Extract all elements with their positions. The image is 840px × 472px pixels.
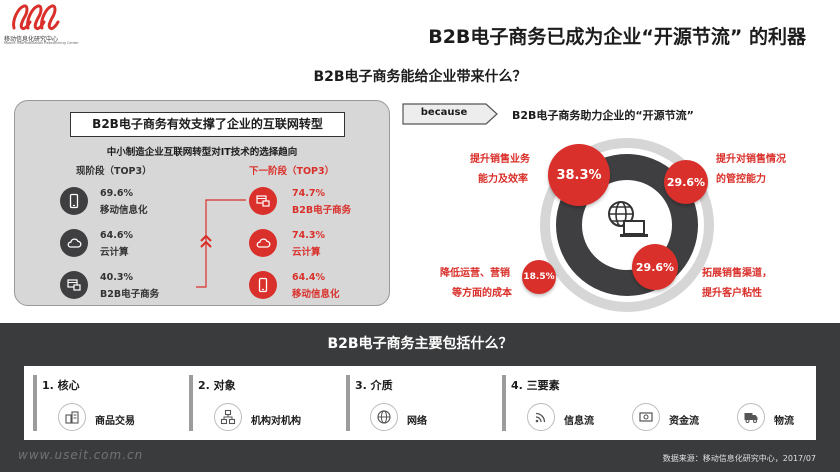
- source-note: 数据来源：移动信息化研究中心，2017/07: [662, 454, 816, 463]
- category-divider: [346, 375, 350, 431]
- item-label-info-flow: 信息流: [564, 416, 594, 427]
- stage-connector: [196, 199, 246, 288]
- next-item-2-pct: 74.3%: [292, 230, 325, 241]
- item-label-logistics: 物流: [774, 416, 794, 427]
- section-question-benefits: B2B电子商务能给企业带来什么？: [313, 69, 527, 85]
- phone-icon: [249, 271, 277, 299]
- category-divider: [33, 375, 37, 431]
- category-title-object: 2. 对象: [198, 379, 236, 392]
- page-title: B2B电子商务已成为企业“开源节流” 的利器: [428, 26, 806, 48]
- current-stage-label: 现阶段（TOP3）: [76, 166, 152, 177]
- item-label-org: 机构对机构: [251, 416, 301, 427]
- bubble-29-6-top: 29.6%: [664, 160, 708, 204]
- next-item-3-name: 移动信息化: [292, 289, 340, 300]
- benefit-label-3-line-2: 等方面的成本: [452, 288, 512, 299]
- next-item-3-pct: 64.4%: [292, 272, 325, 283]
- category-title-elements: 4. 三要素: [511, 379, 560, 392]
- watermark: www.useit.com.cn: [18, 448, 144, 462]
- panel-title: B2B电子商务有效支撑了企业的互联网转型: [70, 112, 345, 137]
- scope-card: [24, 366, 816, 440]
- item-label-money-flow: 资金流: [669, 416, 699, 427]
- bubble-18-5: 18.5%: [522, 260, 556, 294]
- current-item-3-pct: 40.3%: [100, 272, 133, 283]
- category-divider: [189, 375, 193, 431]
- benefit-label-1-line-1: 提升销售业务: [470, 154, 530, 165]
- current-item-2-name: 云计算: [100, 247, 129, 258]
- cloud-icon: [60, 229, 88, 257]
- category-title-medium: 3. 介质: [355, 379, 393, 392]
- benefit-label-1-line-2: 能力及效率: [478, 174, 528, 185]
- item-label-goods: 商品交易: [95, 416, 135, 427]
- bubble-38-3: 38.3%: [548, 144, 610, 206]
- panel-subtitle: 中小制造企业互联网转型对IT技术的选择趋向: [106, 147, 298, 158]
- next-item-1-pct: 74.7%: [292, 188, 325, 199]
- b2b-icon: [60, 271, 88, 299]
- org-chart-icon: [214, 403, 242, 431]
- globe-icon: [370, 403, 398, 431]
- next-item-1-name: B2B电子商务: [292, 205, 352, 216]
- benefit-label-3-line-1: 降低运营、营销: [440, 268, 510, 279]
- because-arrow: [402, 103, 498, 125]
- current-item-1-name: 移动信息化: [100, 205, 148, 216]
- b2b-icon: [249, 187, 277, 215]
- because-label: because: [420, 107, 468, 118]
- next-item-2-name: 云计算: [292, 247, 321, 258]
- current-item-3-name: B2B电子商务: [100, 289, 160, 300]
- logo-mark: [12, 4, 60, 30]
- category-title-core: 1. 核心: [42, 379, 80, 392]
- right-panel-heading: B2B电子商务助力企业的“开源节流”: [512, 109, 694, 122]
- next-stage-label: 下一阶段（TOP3）: [249, 166, 335, 177]
- bubble-29-6-bottom: 29.6%: [632, 244, 678, 290]
- logo-text: 移动信息化研究中心: [4, 36, 59, 43]
- item-label-network: 网络: [407, 416, 427, 427]
- benefit-label-2-line-2: 的管控能力: [716, 174, 766, 185]
- money-icon: [632, 403, 660, 431]
- current-item-2-pct: 64.6%: [100, 230, 133, 241]
- benefit-label-2-line-1: 提升对销售情况: [716, 154, 786, 165]
- goods-icon: [58, 403, 86, 431]
- benefit-label-4-line-2: 提升客户粘性: [702, 288, 762, 299]
- cloud-icon: [249, 229, 277, 257]
- laptop-globe-icon: [608, 201, 648, 237]
- truck-icon: [737, 403, 765, 431]
- section-question-scope: B2B电子商务主要包括什么？: [327, 336, 513, 352]
- current-item-1-pct: 69.6%: [100, 188, 133, 199]
- category-divider: [502, 375, 506, 431]
- signal-icon: [527, 403, 555, 431]
- phone-icon: [60, 187, 88, 215]
- logo-subtext: Mobile Informatization Researching Cente…: [4, 41, 79, 45]
- benefit-label-4-line-1: 拓展销售渠道，: [702, 268, 772, 279]
